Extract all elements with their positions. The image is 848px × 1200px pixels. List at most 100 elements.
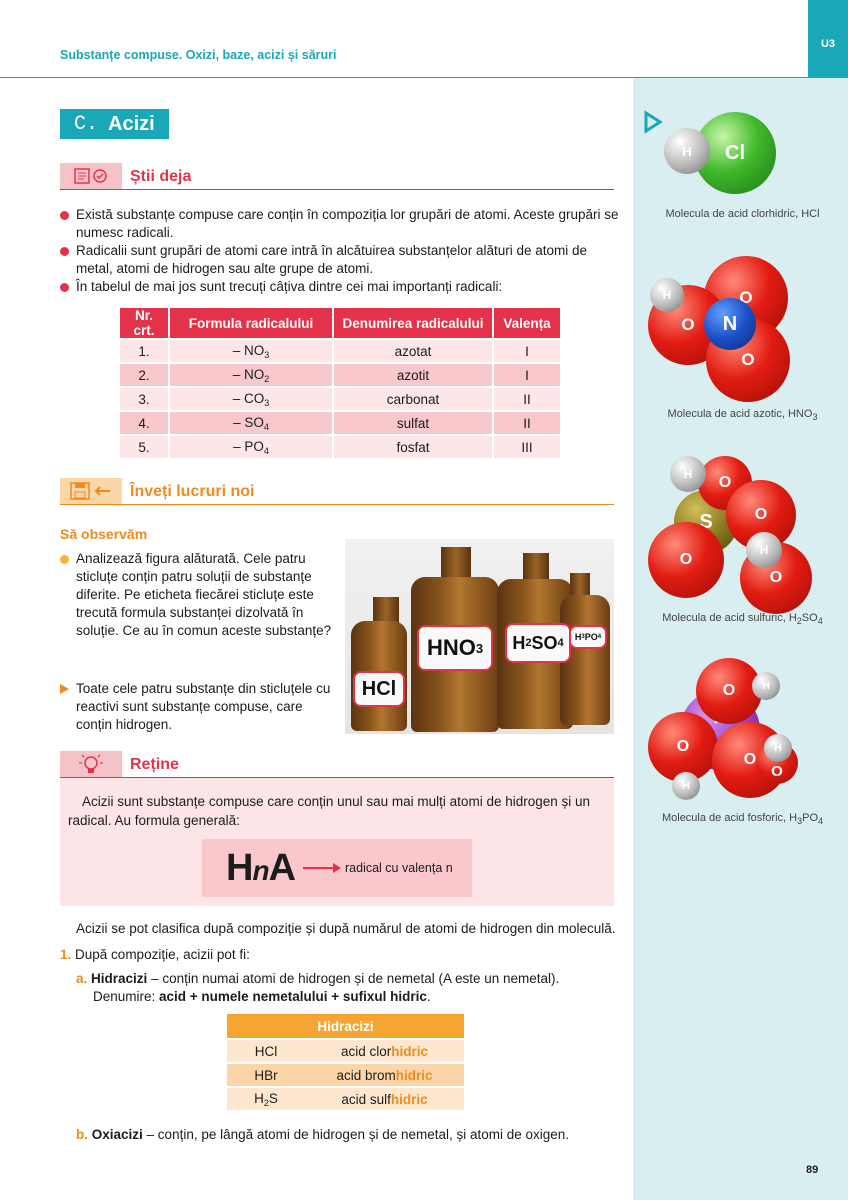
floppy-icon bbox=[60, 478, 122, 504]
label-hno3: HNO 3 bbox=[417, 625, 493, 671]
side-panel bbox=[633, 78, 848, 1200]
hydracids-header: Hidracizi bbox=[227, 1014, 464, 1038]
notes-icon bbox=[60, 163, 122, 189]
table-row: 1. – NO3 azotat I bbox=[120, 340, 560, 362]
table-row: 3. – CO3 carbonat II bbox=[120, 388, 560, 410]
cell-valence: III bbox=[494, 436, 560, 458]
stii-deja-title: Știi deja bbox=[130, 168, 192, 185]
atom-h: H bbox=[672, 772, 700, 800]
cell-formula: – NO2 bbox=[170, 364, 332, 386]
cell-nr: 1. bbox=[120, 340, 168, 362]
formula-note: radical cu valența n bbox=[345, 861, 453, 875]
point-b: b. Oxiacizi – conțin, pe lângă atomi de … bbox=[76, 1127, 570, 1142]
point-a-naming: Denumire: acid + numele nemetalului + su… bbox=[93, 989, 431, 1004]
reagent-bottles-photo: HCl HNO 3 H 2 SO 4 H 3 PO 4 bbox=[345, 539, 614, 734]
cell-formula: HBr bbox=[227, 1064, 305, 1086]
atom-o: O bbox=[648, 522, 724, 598]
lightbulb-icon bbox=[60, 751, 122, 777]
table-row: HBr acid bromhidric bbox=[227, 1064, 464, 1086]
label-hcl: HCl bbox=[353, 671, 405, 707]
cell-valence: I bbox=[494, 340, 560, 362]
table-row: 4. – SO4 sulfat II bbox=[120, 412, 560, 434]
cell-name: acid sulfhidric bbox=[305, 1088, 464, 1110]
unit-tab: U3 bbox=[808, 0, 848, 78]
arrow-icon bbox=[303, 863, 342, 873]
radicals-table: Nr. crt. Formula radicalului Denumirea r… bbox=[118, 306, 562, 460]
retine-definition: Acizii sunt substanțe compuse care conți… bbox=[68, 794, 591, 828]
observe-title: Să observăm bbox=[60, 526, 148, 542]
caption-h2so4: Molecula de acid sulfuric, H2SO4 bbox=[662, 612, 823, 626]
list-item: În tabelul de mai jos sunt trecuți câțiv… bbox=[60, 278, 620, 296]
cell-nr: 2. bbox=[120, 364, 168, 386]
atom-h: H bbox=[664, 128, 710, 174]
cell-valence: II bbox=[494, 412, 560, 434]
table-row: 5. – PO4 fosfat III bbox=[120, 436, 560, 458]
page-number: 89 bbox=[806, 1164, 819, 1176]
bottle-neck bbox=[523, 553, 549, 583]
hydracids-table: Hidracizi HCl acid clorhidric HBr acid b… bbox=[227, 1012, 464, 1112]
atom-h: H bbox=[752, 672, 780, 700]
cell-nr: 4. bbox=[120, 412, 168, 434]
bottle-neck bbox=[441, 547, 471, 581]
stii-deja-list: Există substanțe compuse care conțin în … bbox=[60, 206, 620, 296]
retine-title: Reține bbox=[130, 756, 179, 773]
atom-h: H bbox=[670, 456, 706, 492]
cell-name: azotit bbox=[334, 364, 492, 386]
label-h3po4: H 3 PO 4 bbox=[569, 625, 607, 649]
point-1: 1. După compoziție, acizii pot fi: bbox=[60, 947, 250, 962]
section-title: C. Acizi bbox=[60, 109, 169, 139]
cell-nr: 3. bbox=[120, 388, 168, 410]
arrow-icon bbox=[60, 684, 69, 694]
atom-o: O bbox=[648, 712, 718, 782]
invata-heading: Înveți lucruri noi bbox=[60, 477, 614, 505]
cell-valence: I bbox=[494, 364, 560, 386]
chapter-title: Substanțe compuse. Oxizi, baze, acizi și… bbox=[60, 48, 337, 62]
col-header: Formula radicalului bbox=[170, 308, 332, 338]
list-item: Există substanțe compuse care conțin în … bbox=[60, 206, 620, 242]
point-a: a. Hidracizi – conțin numai atomi de hid… bbox=[76, 971, 560, 986]
header-rule bbox=[0, 77, 808, 78]
cell-formula: HCl bbox=[227, 1040, 305, 1062]
cell-formula: – SO4 bbox=[170, 412, 332, 434]
col-header: Denumirea radicalului bbox=[334, 308, 492, 338]
atom-n: N bbox=[704, 298, 756, 350]
col-header: Nr. crt. bbox=[120, 308, 168, 338]
invata-title: Înveți lucruri noi bbox=[130, 483, 255, 500]
cell-name: sulfat bbox=[334, 412, 492, 434]
caption-hno3: Molecula de acid azotic, HNO3 bbox=[667, 408, 818, 422]
section-letter: C. bbox=[74, 112, 99, 136]
list-item: Radicalii sunt grupări de atomi care int… bbox=[60, 242, 620, 278]
col-header: Valența bbox=[494, 308, 560, 338]
observe-paragraph: Analizează figura alăturată. Cele patru … bbox=[76, 551, 332, 638]
retine-heading: Reține bbox=[60, 750, 614, 778]
atom-o: O bbox=[696, 658, 762, 724]
bottle-neck bbox=[570, 573, 590, 599]
cell-name: fosfat bbox=[334, 436, 492, 458]
cell-nr: 5. bbox=[120, 436, 168, 458]
general-formula: HnA radical cu valența n bbox=[202, 839, 472, 897]
formula-text: HnA bbox=[226, 846, 296, 889]
atom-h: H bbox=[764, 734, 792, 762]
atom-h: H bbox=[746, 532, 782, 568]
cell-name: azotat bbox=[334, 340, 492, 362]
section-name: Acizi bbox=[108, 112, 155, 135]
cell-formula: – PO4 bbox=[170, 436, 332, 458]
cell-formula: – NO3 bbox=[170, 340, 332, 362]
observe-answer: Toate cele patru substanțe din sticluțel… bbox=[60, 680, 340, 734]
answer-paragraph: Toate cele patru substanțe din sticluțel… bbox=[76, 681, 331, 732]
cell-name: carbonat bbox=[334, 388, 492, 410]
cell-valence: II bbox=[494, 388, 560, 410]
cell-formula: H2S bbox=[227, 1088, 305, 1110]
table-row: HCl acid clorhidric bbox=[227, 1040, 464, 1062]
atom-h: H bbox=[650, 278, 684, 312]
caption-hcl: Molecula de acid clorhidric, HCl bbox=[665, 208, 820, 220]
classification-intro: Acizii se pot clasifica după compoziție … bbox=[76, 921, 616, 936]
table-row: H2S acid sulfhidric bbox=[227, 1088, 464, 1110]
stii-deja-heading: Știi deja bbox=[60, 162, 614, 190]
caption-h3po4: Molecula de acid fosforic, H3PO4 bbox=[661, 812, 824, 826]
bullet-dot bbox=[60, 555, 69, 564]
play-icon bbox=[643, 110, 663, 137]
observe-text: Analizează figura alăturată. Cele patru … bbox=[60, 550, 340, 640]
cell-name: acid bromhidric bbox=[305, 1064, 464, 1086]
label-h2so4: H 2 SO 4 bbox=[505, 623, 571, 663]
